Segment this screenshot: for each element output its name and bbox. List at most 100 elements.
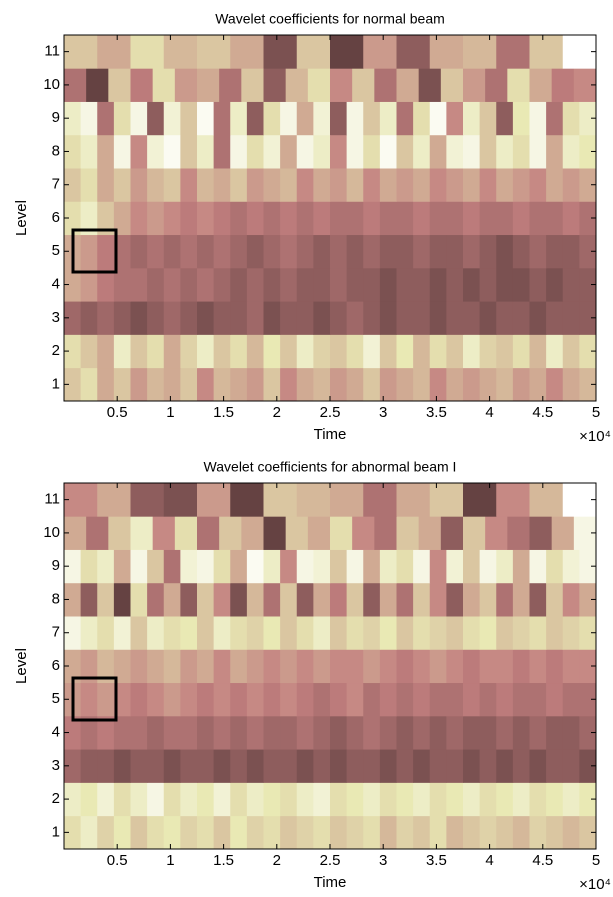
- heatmap-cell: [330, 616, 348, 650]
- heatmap-cell: [113, 134, 131, 169]
- heatmap-cell: [330, 168, 348, 202]
- heatmap-cell: [529, 334, 547, 369]
- heatmap-cell: [346, 201, 364, 236]
- heatmap-cell: [97, 301, 115, 335]
- heatmap-cell: [130, 68, 154, 102]
- heatmap-cell: [463, 334, 481, 369]
- heatmap-cell: [352, 516, 375, 550]
- heatmap-cell: [396, 483, 431, 517]
- heatmap-cell: [147, 682, 165, 717]
- heatmap-cell: [330, 201, 348, 236]
- heatmap-cell: [263, 549, 281, 584]
- x-tick-label: 1.5: [213, 404, 234, 421]
- heatmap-cell: [413, 168, 431, 202]
- heatmap-cell: [313, 549, 331, 584]
- heatmap-cell: [546, 815, 564, 850]
- heatmap-cell: [230, 334, 248, 369]
- y-tick-label: 6: [52, 209, 60, 226]
- heatmap-cell: [546, 367, 564, 402]
- heatmap-cell: [446, 749, 464, 783]
- heatmap-cell: [413, 715, 431, 750]
- heatmap-cell: [446, 101, 464, 136]
- heatmap-cell: [163, 201, 181, 236]
- heatmap-cell: [562, 749, 580, 783]
- heatmap-cell: [147, 267, 165, 302]
- heatmap-cell: [363, 483, 397, 517]
- heatmap-cell: [429, 301, 447, 335]
- heatmap-cell: [130, 168, 148, 202]
- heatmap-cell: [313, 582, 331, 617]
- heatmap-cell: [163, 234, 181, 269]
- heatmap-cell: [263, 101, 281, 136]
- x-tick-label: 4.5: [532, 404, 553, 421]
- heatmap-cell: [529, 549, 547, 584]
- heatmap-cell: [562, 134, 580, 169]
- heatmap-cell: [379, 549, 397, 584]
- heatmap-cell: [546, 168, 564, 202]
- heatmap-cell: [180, 549, 198, 584]
- heatmap-cell: [130, 201, 148, 236]
- heatmap-cell: [512, 234, 530, 269]
- heatmap-cell: [512, 201, 530, 236]
- heatmap-cell: [313, 715, 331, 750]
- heatmap-cell: [579, 749, 597, 783]
- heatmap-cell: [363, 101, 381, 136]
- x-exponent: ×10⁴: [579, 428, 611, 445]
- heatmap-cell: [562, 483, 597, 517]
- heatmap-cell: [147, 134, 165, 169]
- heatmap-cell: [396, 367, 414, 402]
- heatmap-cell: [546, 782, 564, 817]
- heatmap-cell: [429, 549, 447, 584]
- heatmap-cell: [213, 715, 231, 750]
- heatmap-cell: [413, 782, 431, 817]
- heatmap-cell: [113, 616, 131, 650]
- heatmap-cell: [313, 616, 331, 650]
- heatmap-cell: [280, 715, 298, 750]
- heatmap-cell: [363, 367, 381, 402]
- heatmap-cell: [197, 134, 215, 169]
- x-axis-label: Time: [314, 874, 347, 891]
- heatmap-cell: [512, 815, 530, 850]
- heatmap-cell: [440, 68, 464, 102]
- heatmap-cell: [130, 367, 148, 402]
- heatmap-cell: [197, 35, 231, 69]
- heatmap-cell: [280, 616, 298, 650]
- heatmap-cell: [512, 101, 530, 136]
- heatmap-cell: [280, 815, 298, 850]
- heatmap-cell: [479, 815, 497, 850]
- heatmap-cell: [147, 782, 165, 817]
- heatmap-cell: [429, 782, 447, 817]
- heatmap-cell: [529, 715, 547, 750]
- x-tick-label: 4: [485, 404, 493, 421]
- heatmap-cell: [446, 582, 464, 617]
- heatmap-cell: [147, 715, 165, 750]
- heatmap-cell: [197, 649, 215, 684]
- heatmap-cell: [463, 649, 481, 684]
- chart: 0.5 1 1.5 2 2.5 3 3.5 4 4.5 5 1 2 3 4 5 6 7 8 9 10 11 Wavelet…: [13, 11, 611, 445]
- heatmap-cell: [413, 815, 431, 850]
- heatmap-cell: [463, 134, 481, 169]
- heatmap-cell: [163, 749, 181, 783]
- heatmap-cell: [113, 234, 131, 269]
- heatmap-cell: [313, 649, 331, 684]
- heatmap-cell: [113, 367, 131, 402]
- heatmap-cell: [479, 267, 497, 302]
- heatmap-cell: [180, 301, 198, 335]
- heatmap-cell: [579, 616, 597, 650]
- heatmap-cell: [130, 749, 148, 783]
- heatmap-cell: [363, 168, 381, 202]
- heatmap-cell: [446, 234, 464, 269]
- heatmap-cell: [263, 68, 287, 102]
- heatmap-cell: [496, 815, 514, 850]
- y-tick-label: 5: [52, 242, 60, 259]
- x-exponent: ×10⁴: [579, 876, 611, 893]
- heatmap-cell: [363, 301, 381, 335]
- heatmap-cell: [163, 101, 181, 136]
- heatmap-cell: [230, 549, 248, 584]
- heatmap-cell: [246, 267, 264, 302]
- heatmap-cell: [507, 68, 530, 102]
- heatmap-cell: [263, 782, 281, 817]
- heatmap-cell: [180, 168, 198, 202]
- heatmap-cell: [562, 267, 580, 302]
- heatmap-cell: [413, 267, 431, 302]
